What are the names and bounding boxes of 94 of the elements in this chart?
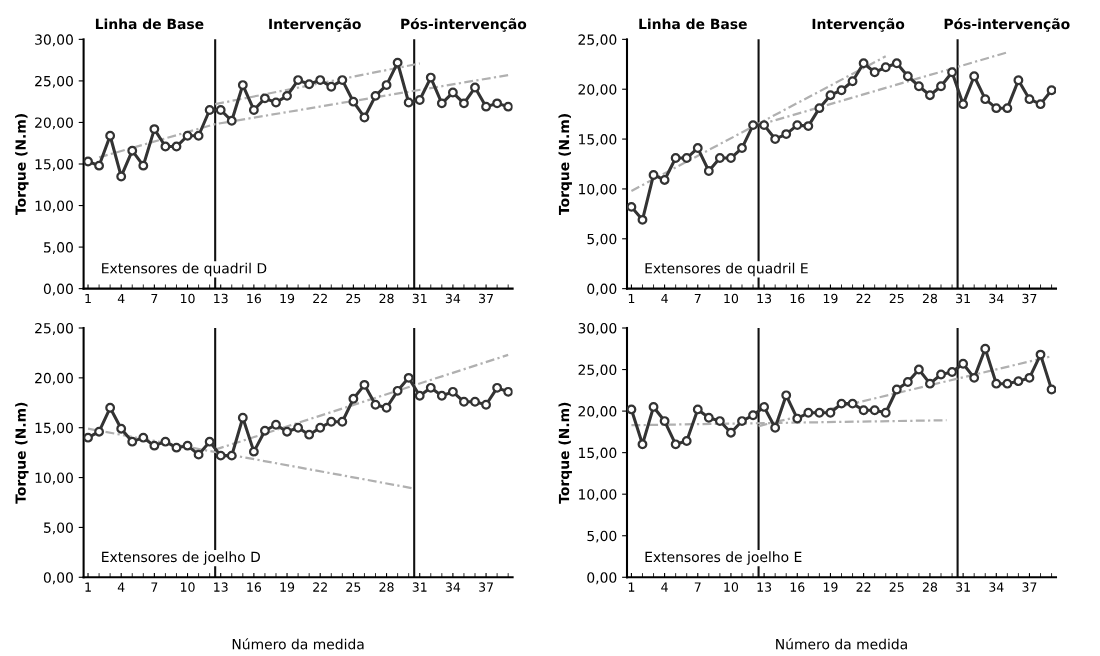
x-tick-label: 31 <box>956 582 970 592</box>
x-tick-label: 1 <box>85 582 91 592</box>
x-tick-label: 13 <box>757 293 772 304</box>
x-tick-label: 1 <box>628 293 635 303</box>
x-tick-label: 7 <box>151 582 158 592</box>
y-tick-label: 5,00 <box>44 522 73 535</box>
y-tick-label: 20,00 <box>578 84 617 97</box>
y-tick-label: 5,00 <box>587 233 617 246</box>
x-tick-label: 10 <box>724 293 739 304</box>
y-tick-label: 15,00 <box>579 134 617 146</box>
x-tick-label: 16 <box>247 293 262 304</box>
x-tick-label: 19 <box>823 582 838 592</box>
x-tick-label: 19 <box>280 293 295 304</box>
text: Linha de Base <box>95 18 204 30</box>
x-tick-label: 37 <box>1022 582 1037 592</box>
y-tick-label: 5,00 <box>587 530 617 543</box>
text: Intervenção <box>812 18 905 32</box>
x-tick-label: 16 <box>247 582 262 592</box>
x-tick-label: 31 <box>412 293 427 304</box>
y-tick-label: 25,00 <box>578 364 617 377</box>
x-tick-label: 28 <box>922 582 938 592</box>
x-tick-label: 19 <box>280 582 295 592</box>
x-tick-label: 31 <box>412 582 427 592</box>
x-tick-label: 10 <box>724 582 739 592</box>
y-axis-title: Torque (N.m) <box>15 402 29 504</box>
y-tick-label: 0,00 <box>587 572 617 585</box>
x-tick-label: 25 <box>346 582 361 592</box>
y-tick-label: 25,00 <box>578 34 617 47</box>
x-axis-title: Número da medida <box>776 638 907 650</box>
y-tick-label: 15,00 <box>35 158 73 171</box>
x-tick-label: 25 <box>889 293 904 304</box>
text: Intervenção <box>269 18 361 32</box>
x-tick-label: 34 <box>989 582 1004 592</box>
x-tick-label: 22 <box>313 293 327 303</box>
x-tick-label: 4 <box>117 582 125 592</box>
y-tick-label: 0,00 <box>43 572 73 585</box>
y-tick-label: 5,00 <box>44 242 73 254</box>
x-tick-label: 13 <box>214 293 228 304</box>
x-tick-label: 22 <box>313 582 327 592</box>
annotation: Extensores de quadril D <box>102 262 267 277</box>
y-axis-title: Torque (N.m) <box>15 114 29 216</box>
x-tick-label: 19 <box>823 293 838 304</box>
x-tick-label: 13 <box>214 582 228 592</box>
y-axis-title: Torque (N.m) <box>558 402 572 504</box>
x-tick-label: 7 <box>694 293 701 303</box>
x-tick-label: 37 <box>479 293 493 304</box>
x-tick-label: 13 <box>757 582 772 592</box>
text: Pós-intervenção <box>944 17 1070 32</box>
y-tick-label: 15,00 <box>579 447 617 460</box>
x-tick-label: 4 <box>117 293 125 303</box>
annotation: Extensores de joelho E <box>645 551 802 565</box>
x-tick-label: 34 <box>445 582 461 592</box>
x-tick-label: 22 <box>856 293 871 303</box>
x-tick-label: 28 <box>379 582 394 592</box>
x-tick-label: 16 <box>790 293 805 304</box>
y-tick-label: 10,00 <box>579 489 617 502</box>
x-tick-label: 37 <box>479 582 493 592</box>
x-tick-label: 34 <box>445 293 461 304</box>
y-axis-title: Torque (N.m) <box>558 114 572 216</box>
x-tick-label: 10 <box>180 582 195 592</box>
x-tick-label: 22 <box>856 582 871 592</box>
x-tick-label: 37 <box>1022 293 1037 304</box>
y-tick-label: 20,00 <box>35 372 73 385</box>
x-tick-label: 7 <box>694 582 701 592</box>
y-tick-label: 25,00 <box>35 75 73 88</box>
x-tick-label: 25 <box>889 582 904 592</box>
x-tick-label: 16 <box>790 582 805 592</box>
x-tick-label: 1 <box>628 582 635 592</box>
y-tick-label: 10,00 <box>35 200 73 213</box>
y-tick-label: 15,00 <box>35 422 73 435</box>
y-tick-label: 0,00 <box>43 283 73 296</box>
x-tick-label: 28 <box>379 293 394 304</box>
y-tick-label: 0,00 <box>587 283 617 296</box>
x-tick-label: 28 <box>922 293 938 304</box>
x-tick-label: 31 <box>956 293 970 304</box>
text: Pós-intervenção <box>401 17 527 32</box>
x-tick-label: 10 <box>180 293 195 304</box>
x-tick-label: 4 <box>661 582 668 592</box>
y-tick-label: 20,00 <box>578 406 617 418</box>
y-tick-label: 20,00 <box>35 117 73 130</box>
x-tick-label: 4 <box>661 293 668 303</box>
x-axis-title: Número da medida <box>232 638 364 650</box>
x-tick-label: 7 <box>151 293 158 303</box>
x-tick-label: 25 <box>346 293 361 304</box>
y-tick-label: 30,00 <box>578 322 617 335</box>
y-tick-label: 25,00 <box>35 322 73 335</box>
y-tick-label: 10,00 <box>579 183 617 196</box>
x-tick-label: 34 <box>989 293 1004 304</box>
x-tick-label: 1 <box>85 293 91 303</box>
text: Linha de Base <box>639 18 747 30</box>
annotation: Extensores de joelho D <box>102 551 260 565</box>
y-tick-label: 10,00 <box>35 472 73 485</box>
annotation: Extensores de quadril E <box>645 262 808 277</box>
y-tick-label: 30,00 <box>35 34 73 47</box>
